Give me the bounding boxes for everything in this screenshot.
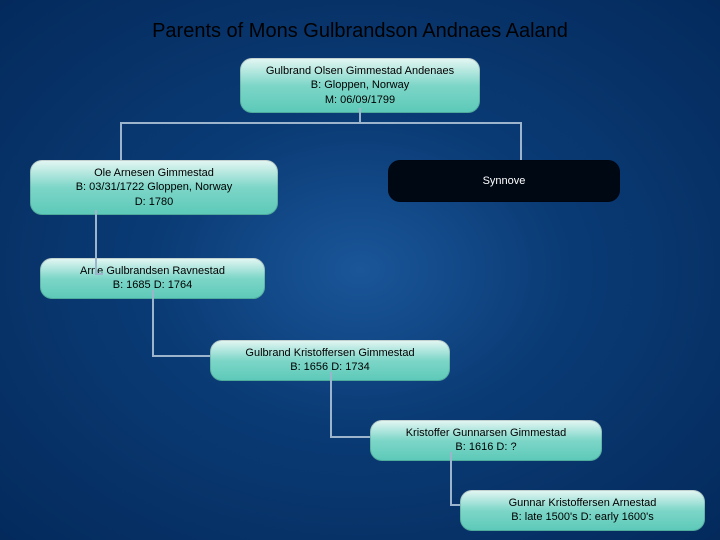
node-line: Gulbrand Olsen Gimmestad Andenaes: [250, 64, 470, 78]
node-line: M: 06/09/1799: [250, 93, 470, 107]
connector: [450, 504, 460, 506]
connector: [330, 436, 370, 438]
tree-node-n6: Kristoffer Gunnarsen GimmestadB: 1616 D:…: [370, 420, 602, 461]
tree-node-n3: Synnove: [388, 160, 620, 202]
node-line: Kristoffer Gunnarsen Gimmestad: [380, 426, 592, 440]
node-line: B: late 1500's D: early 1600's: [470, 510, 695, 524]
connector: [95, 273, 103, 275]
connector: [120, 122, 520, 124]
connector: [152, 290, 154, 357]
connector: [330, 372, 332, 436]
connector: [520, 122, 522, 160]
tree-node-n1: Gulbrand Olsen Gimmestad AndenaesB: Glop…: [240, 58, 480, 113]
node-line: B: 1616 D: ?: [380, 440, 592, 454]
connector: [120, 122, 122, 160]
node-line: Arne Gulbrandsen Ravnestad: [50, 264, 255, 278]
connector: [95, 210, 97, 273]
connector: [152, 355, 210, 357]
tree-node-n7: Gunnar Kristoffersen ArnestadB: late 150…: [460, 490, 705, 531]
connector: [450, 452, 452, 504]
page-title: Parents of Mons Gulbrandson Andnaes Aala…: [0, 20, 720, 43]
node-line: B: Gloppen, Norway: [250, 78, 470, 92]
node-line: Gulbrand Kristoffersen Gimmestad: [220, 346, 440, 360]
node-line: Ole Arnesen Gimmestad: [40, 166, 268, 180]
connector: [359, 108, 361, 122]
node-line: B: 03/31/1722 Gloppen, Norway: [40, 180, 268, 194]
node-line: Gunnar Kristoffersen Arnestad: [470, 496, 695, 510]
node-line: Synnove: [398, 174, 610, 188]
tree-node-n2: Ole Arnesen GimmestadB: 03/31/1722 Glopp…: [30, 160, 278, 215]
node-line: D: 1780: [40, 195, 268, 209]
